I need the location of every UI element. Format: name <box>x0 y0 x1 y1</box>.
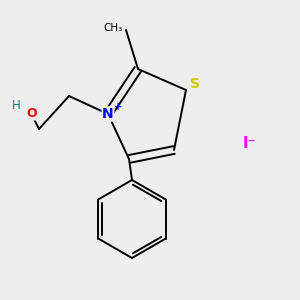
Text: N: N <box>102 107 114 121</box>
Text: I⁻: I⁻ <box>242 136 256 152</box>
Text: S: S <box>190 77 200 91</box>
Text: H: H <box>12 99 21 112</box>
Text: CH₃: CH₃ <box>103 22 122 33</box>
Text: +: + <box>114 101 123 112</box>
Text: O: O <box>26 107 37 120</box>
